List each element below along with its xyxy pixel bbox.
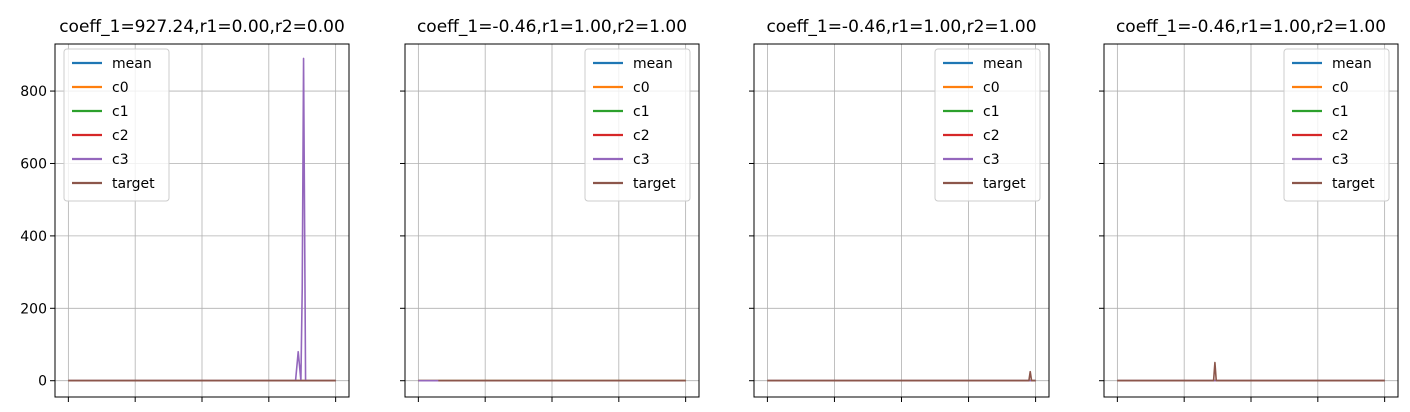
legend-label-c2: c2	[633, 128, 650, 144]
subplot-1: 0 200 400 600 800 coeff_1=927.24,r1=0.00,r2=0…	[20, 17, 350, 402]
legend-label-c1: c1	[1332, 104, 1349, 120]
y-tick-label: 400	[20, 229, 47, 245]
chart-title: coeff_1=-0.46,r1=1.00,r2=1.00	[417, 17, 687, 37]
legend: mean c0 c1 c2 c3 target	[63, 48, 170, 202]
chart-title: coeff_1=927.24,r1=0.00,r2=0.00	[59, 17, 345, 37]
legend-label-c0: c0	[633, 80, 650, 96]
legend-label-c2: c2	[112, 128, 129, 144]
legend-label-target: target	[633, 176, 676, 192]
legend-label-c3: c3	[112, 152, 129, 168]
legend-label-mean: mean	[112, 56, 152, 72]
legend-label-mean: mean	[1332, 56, 1372, 72]
legend-label-c3: c3	[633, 152, 650, 168]
legend-label-c1: c1	[112, 104, 129, 120]
legend-label-c0: c0	[1332, 80, 1349, 96]
series-line-target	[1117, 361, 1385, 382]
legend-label-target: target	[1332, 176, 1375, 192]
legend-label-c3: c3	[1332, 152, 1349, 168]
y-tick-label: 0	[38, 374, 47, 390]
y-tick-label: 800	[20, 84, 47, 100]
legend-label-c1: c1	[633, 104, 650, 120]
legend-label-c0: c0	[112, 80, 129, 96]
legend-label-c2: c2	[1332, 128, 1349, 144]
chart-title: coeff_1=-0.46,r1=1.00,r2=1.00	[766, 17, 1036, 37]
legend-label-c1: c1	[983, 104, 1000, 120]
legend-label-c2: c2	[983, 128, 1000, 144]
legend-label-mean: mean	[983, 56, 1023, 72]
series-line-target	[767, 370, 1036, 382]
legend: mean c0 c1 c2 c3 target	[1283, 48, 1390, 202]
legend-label-c3: c3	[983, 152, 1000, 168]
legend-label-target: target	[112, 176, 155, 192]
legend: mean c0 c1 c2 c3 target	[584, 48, 691, 202]
legend-label-c0: c0	[983, 80, 1000, 96]
legend-label-target: target	[983, 176, 1026, 192]
legend-label-mean: mean	[633, 56, 673, 72]
y-tick-label: 600	[20, 156, 47, 172]
legend: mean c0 c1 c2 c3 target	[934, 48, 1041, 202]
chart-title: coeff_1=-0.46,r1=1.00,r2=1.00	[1116, 17, 1386, 37]
y-tick-label: 200	[20, 301, 47, 317]
